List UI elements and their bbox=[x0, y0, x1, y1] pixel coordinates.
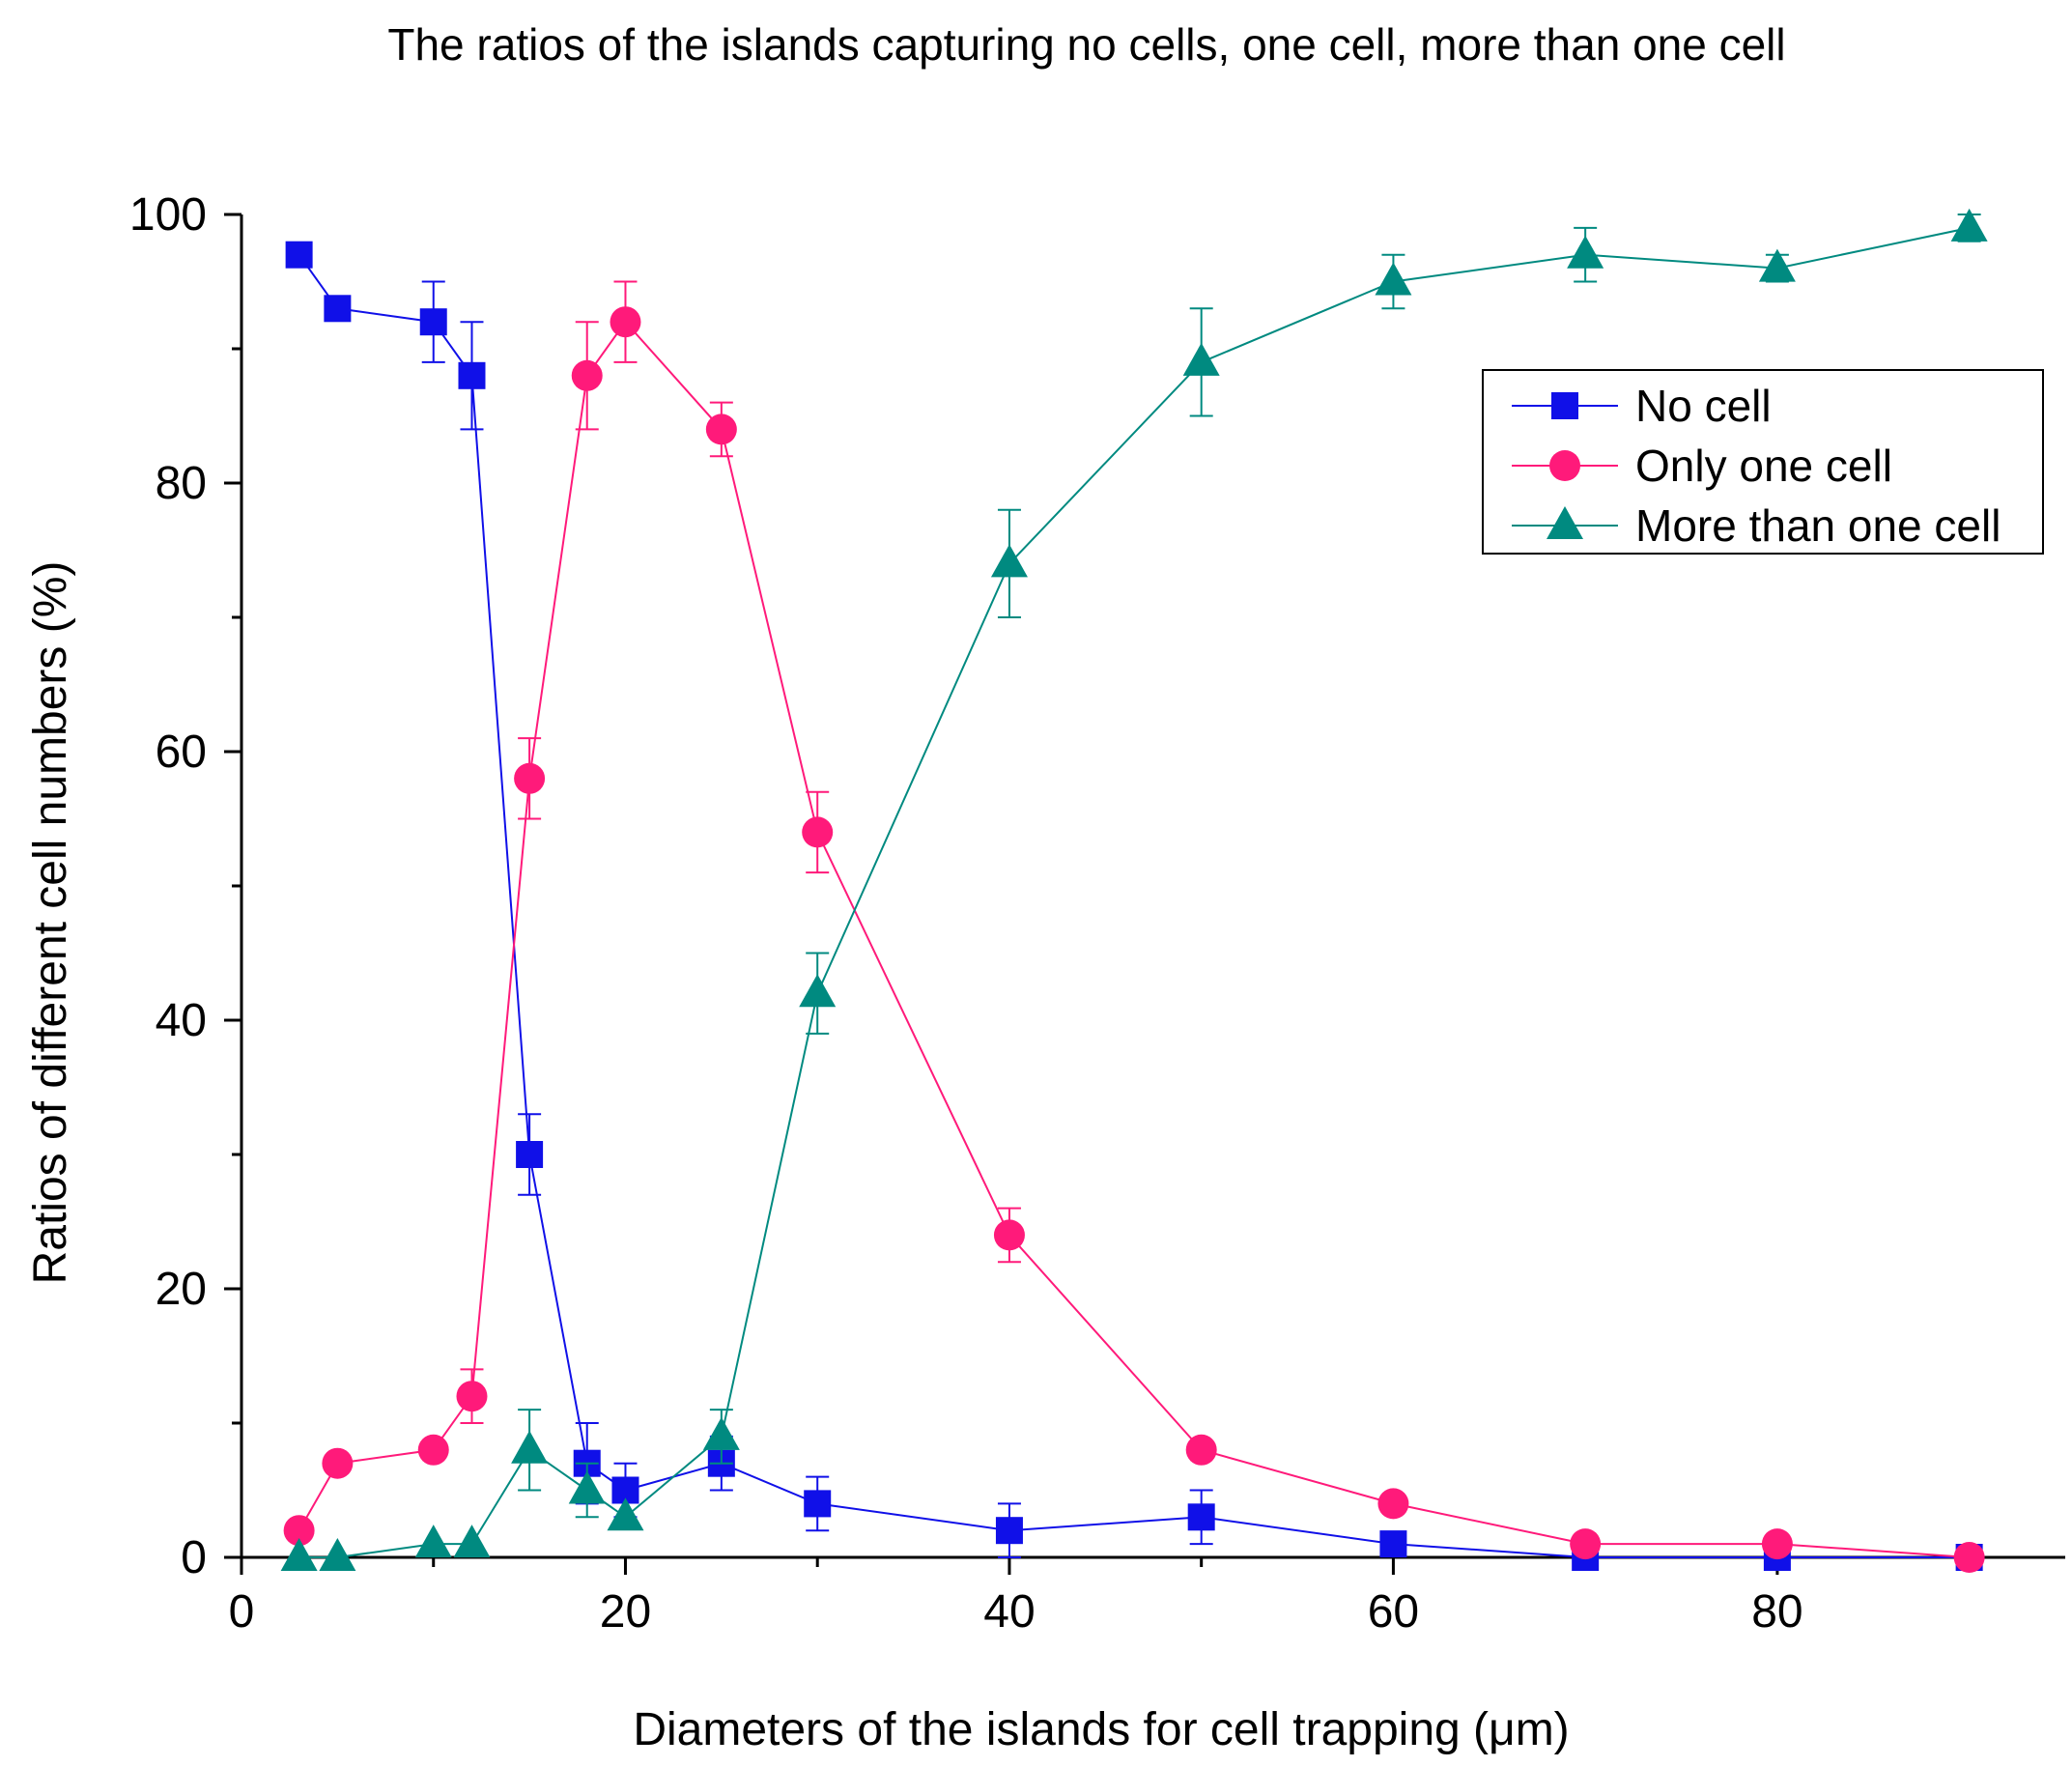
chart-title: The ratios of the islands capturing no c… bbox=[387, 19, 1785, 70]
data-point bbox=[1187, 1503, 1215, 1531]
data-point bbox=[1953, 1542, 1985, 1573]
data-point bbox=[1182, 342, 1220, 376]
data-point bbox=[1950, 208, 1988, 242]
data-point bbox=[456, 1381, 488, 1412]
data-point bbox=[995, 1517, 1023, 1545]
data-point bbox=[568, 1470, 606, 1504]
data-point bbox=[453, 1525, 491, 1558]
data-point bbox=[571, 359, 603, 391]
series-layer bbox=[280, 208, 1988, 1573]
data-point bbox=[610, 306, 641, 338]
data-point bbox=[285, 241, 313, 269]
legend-item: No cell bbox=[1512, 381, 1772, 431]
data-point bbox=[1185, 1434, 1217, 1466]
data-point bbox=[802, 816, 834, 848]
legend-label: More than one cell bbox=[1635, 500, 2001, 551]
data-point bbox=[458, 361, 486, 389]
data-point bbox=[990, 544, 1028, 578]
series-more-than-one-cell bbox=[280, 208, 1988, 1571]
data-point bbox=[280, 1538, 318, 1571]
y-tick-label: 80 bbox=[156, 458, 207, 509]
data-point bbox=[705, 413, 737, 445]
legend-label: No cell bbox=[1635, 381, 1772, 431]
y-tick-label: 100 bbox=[129, 189, 207, 241]
data-point bbox=[1570, 1528, 1602, 1560]
data-point bbox=[1758, 248, 1796, 282]
y-tick-label: 0 bbox=[181, 1532, 207, 1583]
y-axis-label: Ratios of different cell numbers (%) bbox=[25, 561, 76, 1285]
data-point bbox=[702, 1416, 740, 1450]
x-tick-label: 40 bbox=[983, 1586, 1035, 1638]
data-point bbox=[417, 1434, 449, 1466]
legend: No cell Only one cell More than one cell bbox=[1482, 369, 2044, 555]
data-point bbox=[283, 1515, 315, 1547]
data-point bbox=[324, 295, 352, 323]
y-tick-label: 60 bbox=[156, 727, 207, 778]
x-tick-label: 0 bbox=[229, 1586, 255, 1638]
square-icon bbox=[1551, 392, 1578, 419]
legend-item: Only one cell bbox=[1512, 441, 1892, 491]
triangle-icon bbox=[1547, 506, 1583, 539]
axes: 0 20 40 60 80 0 20 40 60 80 100 bbox=[129, 189, 2065, 1638]
data-point bbox=[419, 308, 447, 336]
x-tick-label: 20 bbox=[600, 1586, 651, 1638]
series-only-one-cell bbox=[283, 280, 1985, 1573]
x-axis-label: Diameters of the islands for cell trappi… bbox=[633, 1704, 1569, 1755]
legend-label: Only one cell bbox=[1635, 441, 1892, 491]
data-point bbox=[514, 762, 546, 794]
data-point bbox=[1375, 262, 1412, 296]
data-point bbox=[804, 1490, 832, 1518]
data-point bbox=[511, 1430, 549, 1464]
data-point bbox=[516, 1141, 544, 1168]
data-point bbox=[319, 1538, 356, 1571]
circle-icon bbox=[1549, 450, 1580, 481]
data-point bbox=[607, 1497, 644, 1531]
data-point bbox=[1377, 1488, 1409, 1520]
y-tick-label: 20 bbox=[156, 1264, 207, 1315]
x-tick-label: 80 bbox=[1751, 1586, 1802, 1638]
data-point bbox=[993, 1219, 1025, 1251]
data-point bbox=[322, 1447, 354, 1479]
data-point bbox=[799, 974, 837, 1008]
data-point bbox=[1567, 235, 1604, 269]
data-point bbox=[1761, 1528, 1793, 1560]
legend-item: More than one cell bbox=[1512, 500, 2001, 551]
data-point bbox=[1379, 1530, 1407, 1558]
x-tick-label: 60 bbox=[1368, 1586, 1419, 1638]
data-point bbox=[414, 1525, 452, 1558]
y-tick-label: 40 bbox=[156, 995, 207, 1046]
